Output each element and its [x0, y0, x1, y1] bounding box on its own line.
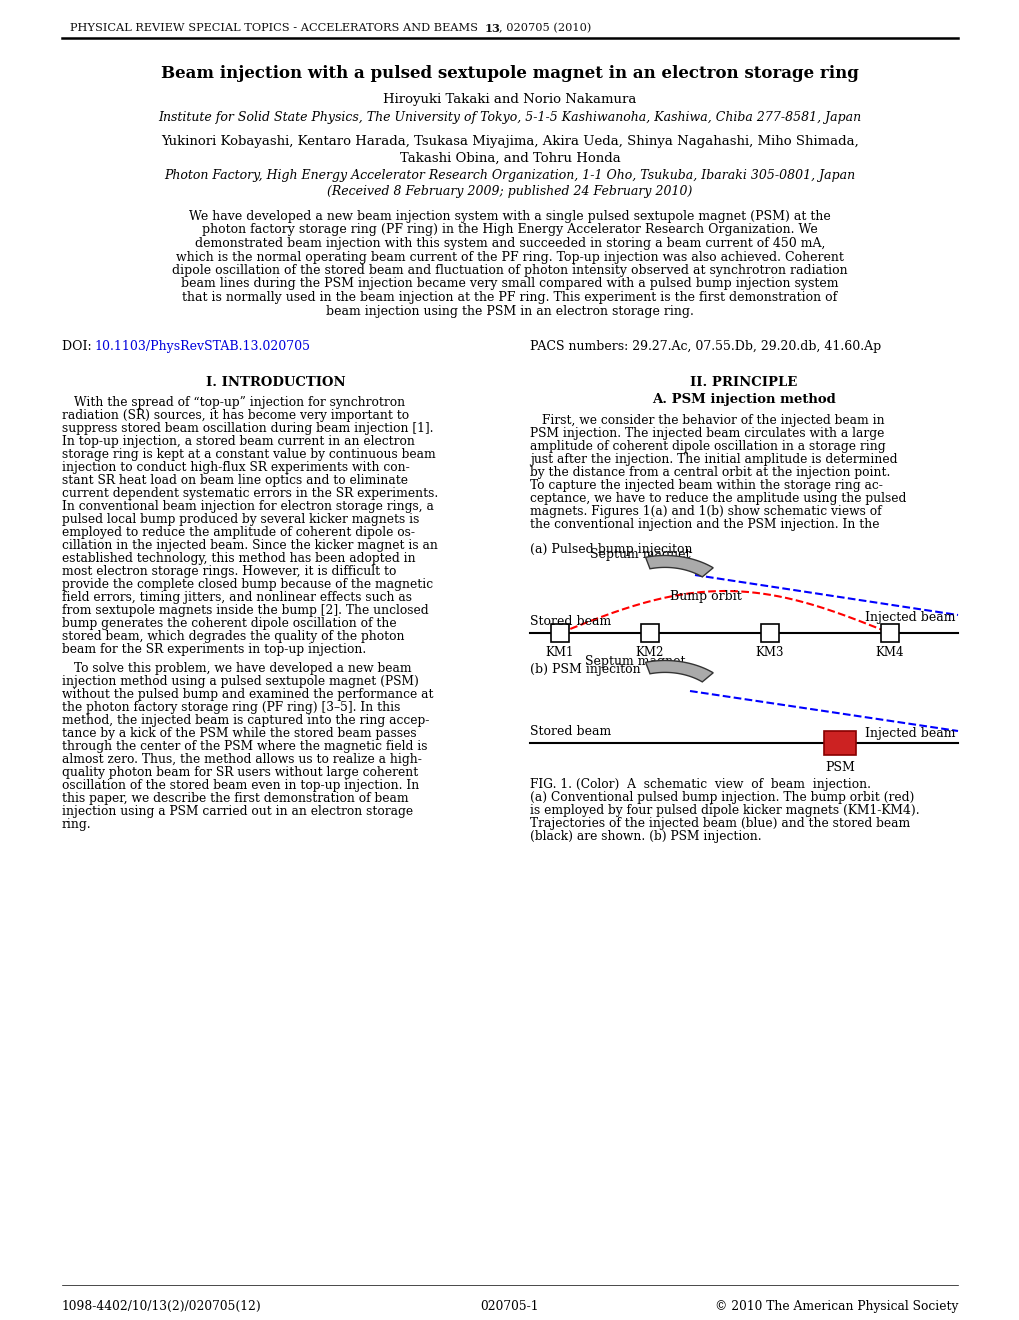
- Text: Stored beam: Stored beam: [530, 615, 610, 628]
- Text: photon factory storage ring (PF ring) in the High Energy Accelerator Research Or: photon factory storage ring (PF ring) in…: [202, 223, 817, 236]
- Text: PACS numbers: 29.27.Ac, 07.55.Db, 29.20.db, 41.60.Ap: PACS numbers: 29.27.Ac, 07.55.Db, 29.20.…: [530, 341, 880, 352]
- Text: is employed by four pulsed dipole kicker magnets (KM1-KM4).: is employed by four pulsed dipole kicker…: [530, 804, 919, 817]
- Text: © 2010 The American Physical Society: © 2010 The American Physical Society: [714, 1300, 957, 1313]
- Text: Injected beam: Injected beam: [865, 611, 955, 624]
- Text: quality photon beam for SR users without large coherent: quality photon beam for SR users without…: [62, 766, 418, 779]
- Text: With the spread of “top-up” injection for synchrotron: With the spread of “top-up” injection fo…: [74, 396, 405, 409]
- Text: First, we consider the behavior of the injected beam in: First, we consider the behavior of the i…: [541, 414, 883, 426]
- Text: injection method using a pulsed sextupole magnet (PSM): injection method using a pulsed sextupol…: [62, 675, 419, 688]
- Text: To capture the injected beam within the storage ring ac-: To capture the injected beam within the …: [530, 479, 882, 492]
- Text: PHYSICAL REVIEW SPECIAL TOPICS - ACCELERATORS AND BEAMS: PHYSICAL REVIEW SPECIAL TOPICS - ACCELER…: [69, 22, 484, 33]
- Text: To solve this problem, we have developed a new beam: To solve this problem, we have developed…: [74, 663, 412, 675]
- Text: that is normally used in the beam injection at the PF ring. This experiment is t: that is normally used in the beam inject…: [182, 290, 837, 304]
- Text: by the distance from a central orbit at the injection point.: by the distance from a central orbit at …: [530, 466, 890, 479]
- Text: Hiroyuki Takaki and Norio Nakamura: Hiroyuki Takaki and Norio Nakamura: [383, 94, 636, 107]
- Text: just after the injection. The initial amplitude is determined: just after the injection. The initial am…: [530, 453, 897, 466]
- Text: injection using a PSM carried out in an electron storage: injection using a PSM carried out in an …: [62, 805, 413, 818]
- Text: FIG. 1. (Color)  A  schematic  view  of  beam  injection.: FIG. 1. (Color) A schematic view of beam…: [530, 777, 870, 791]
- Text: 13: 13: [484, 22, 500, 33]
- Text: A. PSM injection method: A. PSM injection method: [651, 393, 835, 407]
- Text: method, the injected beam is captured into the ring accep-: method, the injected beam is captured in…: [62, 714, 429, 727]
- Text: through the center of the PSM where the magnetic field is: through the center of the PSM where the …: [62, 741, 427, 752]
- Text: ring.: ring.: [62, 818, 92, 832]
- Text: Beam injection with a pulsed sextupole magnet in an electron storage ring: Beam injection with a pulsed sextupole m…: [161, 65, 858, 82]
- Polygon shape: [645, 660, 712, 682]
- Text: beam lines during the PSM injection became very small compared with a pulsed bum: beam lines during the PSM injection beca…: [181, 277, 838, 290]
- Text: II. PRINCIPLE: II. PRINCIPLE: [690, 376, 797, 389]
- Text: stored beam, which degrades the quality of the photon: stored beam, which degrades the quality …: [62, 630, 405, 643]
- Bar: [760, 624, 779, 642]
- Text: from sextupole magnets inside the bump [2]. The unclosed: from sextupole magnets inside the bump […: [62, 605, 428, 616]
- Text: ceptance, we have to reduce the amplitude using the pulsed: ceptance, we have to reduce the amplitud…: [530, 492, 906, 506]
- Text: magnets. Figures 1(a) and 1(b) show schematic views of: magnets. Figures 1(a) and 1(b) show sche…: [530, 506, 880, 517]
- Text: KM2: KM2: [635, 645, 663, 659]
- Text: 10.1103/PhysRevSTAB.13.020705: 10.1103/PhysRevSTAB.13.020705: [94, 341, 310, 352]
- Text: injection to conduct high-flux SR experiments with con-: injection to conduct high-flux SR experi…: [62, 461, 410, 474]
- Text: KM3: KM3: [755, 645, 784, 659]
- Text: this paper, we describe the first demonstration of beam: this paper, we describe the first demons…: [62, 792, 409, 805]
- Text: (b) PSM injeciton: (b) PSM injeciton: [530, 663, 640, 676]
- Text: KM1: KM1: [545, 645, 574, 659]
- Text: the photon factory storage ring (PF ring) [3–5]. In this: the photon factory storage ring (PF ring…: [62, 701, 400, 714]
- Text: oscillation of the stored beam even in top-up injection. In: oscillation of the stored beam even in t…: [62, 779, 419, 792]
- Text: almost zero. Thus, the method allows us to realize a high-: almost zero. Thus, the method allows us …: [62, 752, 422, 766]
- Text: beam for the SR experiments in top-up injection.: beam for the SR experiments in top-up in…: [62, 643, 366, 656]
- Text: Septum magnet: Septum magnet: [585, 655, 685, 668]
- Text: amplitude of coherent dipole oscillation in a storage ring: amplitude of coherent dipole oscillation…: [530, 440, 884, 453]
- Text: pulsed local bump produced by several kicker magnets is: pulsed local bump produced by several ki…: [62, 513, 419, 525]
- Text: 020705-1: 020705-1: [480, 1300, 539, 1313]
- Text: Stored beam: Stored beam: [530, 725, 610, 738]
- Bar: [823, 731, 855, 755]
- Text: DOI:: DOI:: [62, 341, 96, 352]
- Text: most electron storage rings. However, it is difficult to: most electron storage rings. However, it…: [62, 565, 396, 578]
- Text: tance by a kick of the PSM while the stored beam passes: tance by a kick of the PSM while the sto…: [62, 727, 416, 741]
- Text: storage ring is kept at a constant value by continuous beam: storage ring is kept at a constant value…: [62, 447, 435, 461]
- Text: KM4: KM4: [875, 645, 904, 659]
- Text: Yukinori Kobayashi, Kentaro Harada, Tsukasa Miyajima, Akira Ueda, Shinya Nagahas: Yukinori Kobayashi, Kentaro Harada, Tsuk…: [161, 136, 858, 149]
- Text: bump generates the coherent dipole oscillation of the: bump generates the coherent dipole oscil…: [62, 616, 396, 630]
- Text: (black) are shown. (b) PSM injection.: (black) are shown. (b) PSM injection.: [530, 830, 761, 843]
- Text: stant SR heat load on beam line optics and to eliminate: stant SR heat load on beam line optics a…: [62, 474, 408, 487]
- Text: Takashi Obina, and Tohru Honda: Takashi Obina, and Tohru Honda: [399, 152, 620, 165]
- Text: , 020705 (2010): , 020705 (2010): [498, 22, 591, 33]
- Text: Trajectories of the injected beam (blue) and the stored beam: Trajectories of the injected beam (blue)…: [530, 817, 909, 830]
- Text: cillation in the injected beam. Since the kicker magnet is an: cillation in the injected beam. Since th…: [62, 539, 437, 552]
- Bar: [640, 624, 658, 642]
- Text: (Received 8 February 2009; published 24 February 2010): (Received 8 February 2009; published 24 …: [327, 185, 692, 198]
- Text: 1098-4402/10/13(2)/020705(12): 1098-4402/10/13(2)/020705(12): [62, 1300, 262, 1313]
- Text: without the pulsed bump and examined the performance at: without the pulsed bump and examined the…: [62, 688, 433, 701]
- Text: (a) Conventional pulsed bump injection. The bump orbit (red): (a) Conventional pulsed bump injection. …: [530, 791, 913, 804]
- Text: established technology, this method has been adopted in: established technology, this method has …: [62, 552, 415, 565]
- Text: beam injection using the PSM in an electron storage ring.: beam injection using the PSM in an elect…: [326, 305, 693, 318]
- Text: Septum magnet: Septum magnet: [589, 548, 690, 561]
- Text: In conventional beam injection for electron storage rings, a: In conventional beam injection for elect…: [62, 500, 433, 513]
- Text: Institute for Solid State Physics, The University of Tokyo, 5-1-5 Kashiwanoha, K: Institute for Solid State Physics, The U…: [158, 111, 861, 124]
- Text: PSM injection. The injected beam circulates with a large: PSM injection. The injected beam circula…: [530, 426, 883, 440]
- Polygon shape: [645, 556, 712, 577]
- Text: (a) Pulsed bump injeciton: (a) Pulsed bump injeciton: [530, 543, 692, 556]
- Text: Bump orbit: Bump orbit: [669, 590, 741, 603]
- Text: employed to reduce the amplitude of coherent dipole os-: employed to reduce the amplitude of cohe…: [62, 525, 415, 539]
- Text: provide the complete closed bump because of the magnetic: provide the complete closed bump because…: [62, 578, 433, 591]
- Text: field errors, timing jitters, and nonlinear effects such as: field errors, timing jitters, and nonlin…: [62, 591, 412, 605]
- Text: We have developed a new beam injection system with a single pulsed sextupole mag: We have developed a new beam injection s…: [189, 210, 830, 223]
- Text: the conventional injection and the PSM injection. In the: the conventional injection and the PSM i…: [530, 517, 878, 531]
- Bar: [880, 624, 898, 642]
- Text: I. INTRODUCTION: I. INTRODUCTION: [206, 376, 345, 389]
- Text: PSM: PSM: [824, 762, 854, 774]
- Text: current dependent systematic errors in the SR experiments.: current dependent systematic errors in t…: [62, 487, 438, 500]
- Text: which is the normal operating beam current of the PF ring. Top-up injection was : which is the normal operating beam curre…: [176, 251, 843, 264]
- Text: In top-up injection, a stored beam current in an electron: In top-up injection, a stored beam curre…: [62, 436, 415, 447]
- Bar: [550, 624, 569, 642]
- Text: demonstrated beam injection with this system and succeeded in storing a beam cur: demonstrated beam injection with this sy…: [195, 238, 824, 249]
- Text: radiation (SR) sources, it has become very important to: radiation (SR) sources, it has become ve…: [62, 409, 409, 422]
- Text: Photon Factory, High Energy Accelerator Research Organization, 1-1 Oho, Tsukuba,: Photon Factory, High Energy Accelerator …: [164, 169, 855, 181]
- Text: dipole oscillation of the stored beam and fluctuation of photon intensity observ: dipole oscillation of the stored beam an…: [172, 264, 847, 277]
- Text: Injected beam: Injected beam: [865, 727, 955, 741]
- Text: suppress stored beam oscillation during beam injection [1].: suppress stored beam oscillation during …: [62, 422, 433, 436]
